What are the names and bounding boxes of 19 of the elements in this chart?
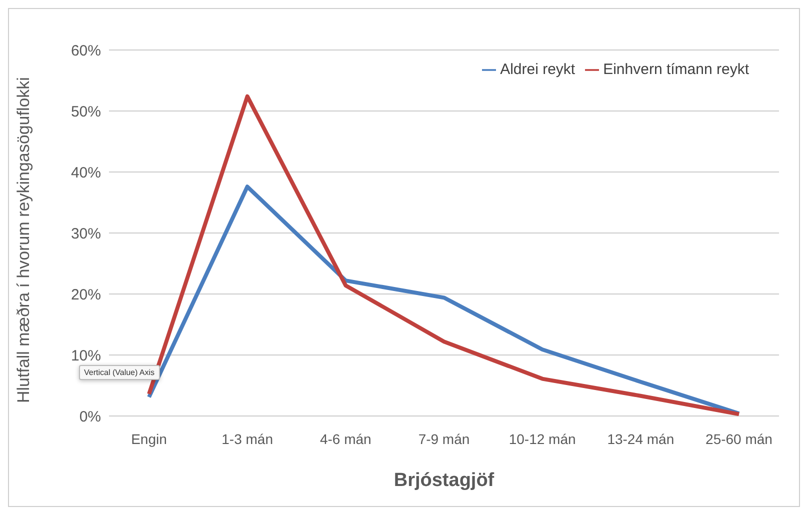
y-tick-label: 0%: [79, 408, 101, 426]
y-tick-label: 60%: [70, 42, 101, 60]
x-tick-label: 10-12 mán: [508, 430, 576, 447]
y-axis-title: Hlutfall mæðra í hvorum reykingasöguflokki: [14, 77, 34, 403]
annotation: Vertical (Value) Axis: [79, 365, 160, 380]
y-tick-label: 10%: [70, 347, 101, 364]
legend-label: Einhvern tímann reykt: [603, 61, 749, 78]
legend-label: Aldrei reykt: [500, 61, 576, 78]
y-tick-label: 40%: [70, 164, 101, 182]
x-tick-label: 13-24 mán: [607, 430, 674, 447]
x-tick-label: 7-9 mán: [418, 430, 470, 447]
y-tick-label: 50%: [70, 103, 101, 120]
x-tick-label: 25-60 mán: [706, 430, 772, 447]
x-tick-label: Engin: [131, 430, 167, 447]
x-axis-title: Brjóstagjöf: [394, 470, 495, 491]
x-tick-label: 4-6 mán: [320, 430, 372, 447]
y-tick-label: 20%: [70, 286, 101, 304]
x-tick-label: 1-3 mán: [222, 430, 274, 447]
y-tick-label: 30%: [70, 225, 101, 242]
